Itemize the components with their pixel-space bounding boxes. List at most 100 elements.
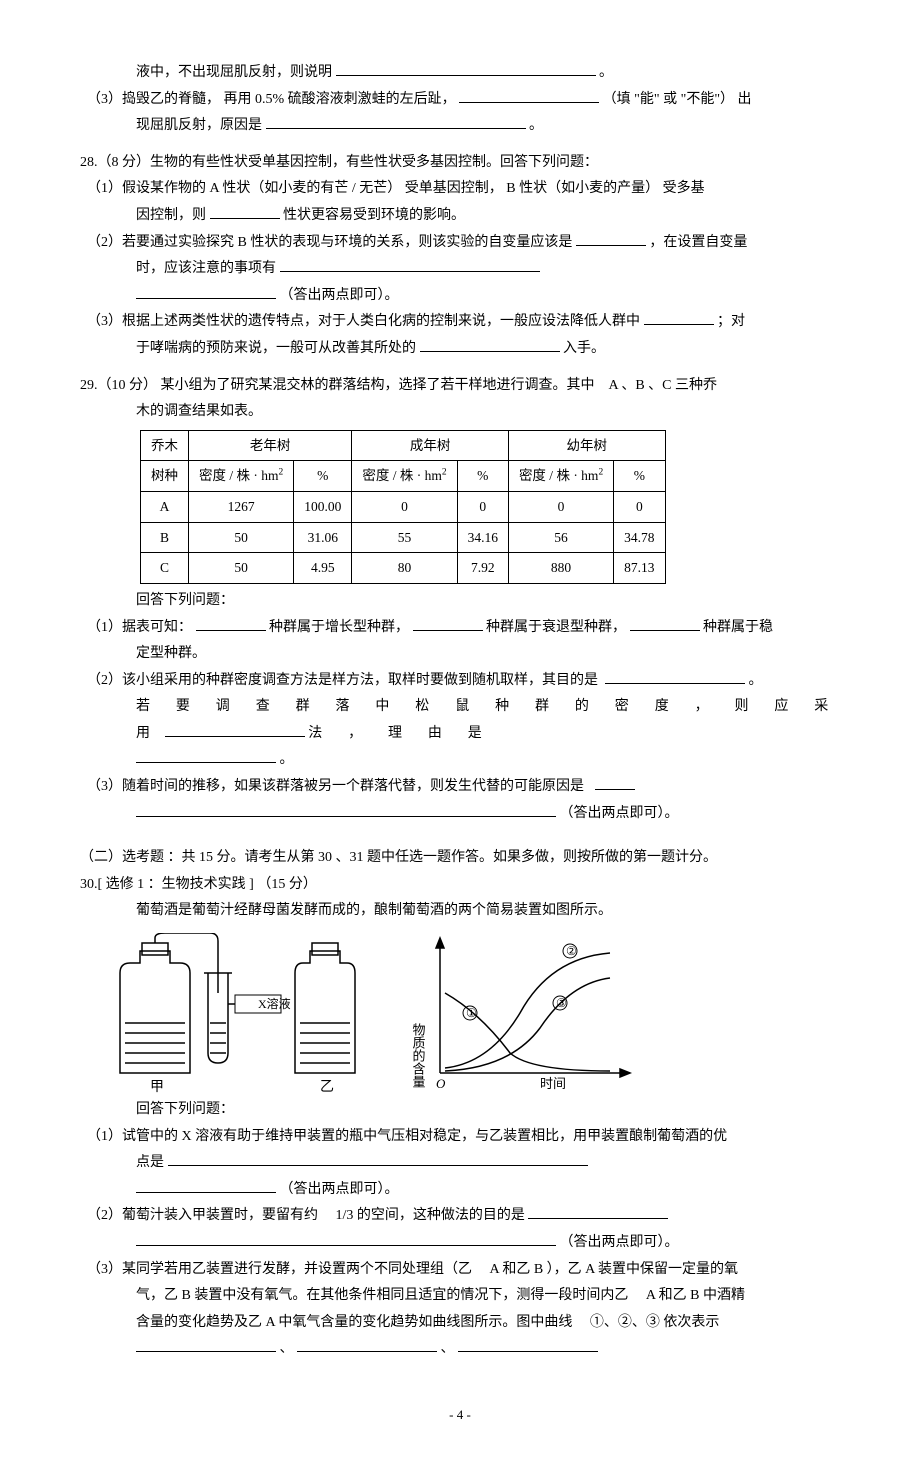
text: 性状更容易受到环境的影响。	[283, 208, 465, 223]
x-solution-label: X溶液	[258, 996, 291, 1011]
section2-title: （二）选考题 ：共 15 分。请考生从第 30 、31 题中任选一题作答。如果多…	[80, 845, 840, 872]
q29-table: 乔木 老年树 成年树 幼年树 树种 密度 / 株 · hm2 % 密度 / 株 …	[140, 430, 666, 584]
blank[interactable]	[459, 88, 599, 103]
blank[interactable]	[136, 802, 556, 817]
text: ；对	[717, 314, 745, 329]
th: %	[614, 461, 665, 492]
th: 密度 / 株 · hm2	[189, 461, 294, 492]
blank[interactable]	[136, 1178, 276, 1193]
y-axis-label: 物质的含量	[411, 1023, 426, 1088]
text: （3）根据上述两类性状的遗传特点，对于人类白化病的控制来说，一般应设法降低人群中	[87, 314, 640, 329]
q29-p1: （1）据表可知： 种群属于增长型种群， 种群属于衰退型种群， 种群属于稳	[80, 615, 840, 642]
q30-figures: X溶液 甲 乙 ① ②	[80, 933, 840, 1093]
th: %	[457, 461, 508, 492]
apparatus-diagram: X溶液 甲 乙	[100, 933, 360, 1093]
blank[interactable]	[576, 231, 646, 246]
q30-p1: （1）试管中的 X 溶液有助于维持甲装置的瓶中气压相对稳定，与乙装置相比，用甲装…	[80, 1124, 840, 1151]
text: 。	[280, 752, 294, 767]
q30-p2: （2）葡萄汁装入甲装置时，要留有约 1/3 的空间，这种做法的目的是	[80, 1203, 840, 1230]
text: （1）试管中的 X 溶液有助于维持甲装置的瓶中气压相对稳定，与乙装置相比，用甲装…	[87, 1129, 727, 1144]
curve-label-1: ①	[466, 1006, 477, 1020]
text: 时，应该注意的事项有	[136, 261, 276, 276]
blank[interactable]	[168, 1151, 588, 1166]
text: （答出两点即可）。	[560, 806, 679, 821]
table-row: C504.95807.9288087.13	[141, 553, 666, 584]
blank[interactable]	[136, 748, 276, 763]
blank[interactable]	[165, 722, 305, 737]
table-row: A1267100.000000	[141, 492, 666, 523]
blank[interactable]	[595, 775, 635, 790]
blank[interactable]	[280, 257, 540, 272]
q27-cont: 液中，不出现屈肌反射，则说明 。 （3）捣毁乙的脊髓， 再用 0.5% 硫酸溶液…	[80, 60, 840, 140]
blank[interactable]	[528, 1204, 668, 1219]
th: 老年树	[189, 430, 352, 461]
q28-p2-line2: 时，应该注意的事项有	[80, 256, 840, 283]
q29-p3-line2: （答出两点即可）。	[80, 801, 840, 828]
blank[interactable]	[196, 616, 266, 631]
blank[interactable]	[297, 1337, 437, 1352]
text: （2）葡萄汁装入甲装置时，要留有约 1/3 的空间，这种做法的目的是	[87, 1208, 525, 1223]
curve-label-3: ③	[556, 996, 567, 1010]
q28-p2-line3: （答出两点即可）。	[80, 283, 840, 310]
text: （答出两点即可）。	[280, 1182, 399, 1197]
q30-p2-line2: （答出两点即可）。	[80, 1230, 840, 1257]
th: %	[294, 461, 352, 492]
q30-p1-line3: （答出两点即可）。	[80, 1177, 840, 1204]
text: 因控制，则	[136, 208, 206, 223]
q30-p3-line3: 含量的变化趋势及乙 A 中氧气含量的变化趋势如曲线图所示。图中曲线 ①、②、③ …	[80, 1310, 840, 1337]
text: （3）捣毁乙的脊髓， 再用 0.5% 硫酸溶液刺激蛙的左后趾，	[87, 92, 456, 107]
q28-p3: （3）根据上述两类性状的遗传特点，对于人类白化病的控制来说，一般应设法降低人群中…	[80, 309, 840, 336]
yi-label: 乙	[320, 1079, 334, 1093]
q29-ans-label: 回答下列问题：	[80, 588, 840, 615]
text: 29.（10 分） 某小组为了研究某混交林的群落结构，选择了若干样地进行调查。其…	[80, 378, 595, 393]
q29: 29.（10 分） 某小组为了研究某混交林的群落结构，选择了若干样地进行调查。其…	[80, 373, 840, 828]
text: 法 ， 理 由 是	[308, 726, 493, 741]
text: （2）该小组采用的种群密度调查方法是样方法，取样时要做到随机取样，其目的是	[87, 673, 598, 688]
q30: 30.[ 选修 1 ：生物技术实践 ] （15 分） 葡萄酒是葡萄汁经酵母菌发酵…	[80, 872, 840, 1363]
th: 树种	[141, 461, 189, 492]
q27-p3-line2: 现屈肌反射，原因是 。	[80, 113, 840, 140]
text: 现屈肌反射，原因是	[136, 118, 262, 133]
blank[interactable]	[420, 337, 560, 352]
text: 种群属于增长型种群，	[269, 620, 409, 635]
text: A 、B 、C 三种乔	[609, 378, 718, 393]
curve-label-2: ②	[566, 944, 577, 958]
origin-label: O	[436, 1076, 446, 1091]
q29-p2-line2: 若 要 调 查 群 落 中 松 鼠 种 群 的 密 度 ， 则 应 采 用 法 …	[80, 694, 840, 747]
blank[interactable]	[630, 616, 700, 631]
blank[interactable]	[605, 669, 745, 684]
blank[interactable]	[210, 204, 280, 219]
th: 密度 / 株 · hm2	[508, 461, 613, 492]
blank[interactable]	[413, 616, 483, 631]
table-header-row: 乔木 老年树 成年树 幼年树	[141, 430, 666, 461]
curve-chart: ① ② ③ 物质的含量 O 时间	[400, 933, 640, 1093]
text: （2）若要通过实验探究 B 性状的表现与环境的关系，则该实验的自变量应该是	[87, 235, 572, 250]
text: 种群属于稳	[703, 620, 773, 635]
text: （3）随着时间的推移，如果该群落被另一个群落代替，则发生代替的可能原因是	[87, 779, 584, 794]
q29-p2-line3: 。	[80, 747, 840, 774]
blank[interactable]	[644, 310, 714, 325]
table-header-row2: 树种 密度 / 株 · hm2 % 密度 / 株 · hm2 % 密度 / 株 …	[141, 461, 666, 492]
q28-title: 28.（8 分）生物的有些性状受单基因控制，有些性状受多基因控制。回答下列问题：	[80, 150, 840, 177]
q30-ans-label: 回答下列问题：	[80, 1097, 840, 1124]
q30-intro: 葡萄酒是葡萄汁经酵母菌发酵而成的，酿制葡萄酒的两个简易装置如图所示。	[80, 898, 840, 925]
q28-p1: （1）假设某作物的 A 性状（如小麦的有芒 / 无芒） 受单基因控制， B 性状…	[80, 176, 840, 203]
q27-cont-line: 液中，不出现屈肌反射，则说明 。	[80, 60, 840, 87]
blank[interactable]	[136, 1231, 556, 1246]
blank[interactable]	[458, 1337, 598, 1352]
q29-p1-line2: 定型种群。	[80, 641, 840, 668]
page-footer: - 4 -	[80, 1403, 840, 1428]
blank[interactable]	[136, 284, 276, 299]
table-row: B5031.065534.165634.78	[141, 522, 666, 553]
q28-p2: （2）若要通过实验探究 B 性状的表现与环境的关系，则该实验的自变量应该是 ，在…	[80, 230, 840, 257]
q30-p3-line4: 、 、	[80, 1336, 840, 1363]
blank[interactable]	[336, 61, 596, 76]
q29-p2: （2）该小组采用的种群密度调查方法是样方法，取样时要做到随机取样，其目的是 。	[80, 668, 840, 695]
text: （1）假设某作物的 A 性状（如小麦的有芒 / 无芒） 受单基因控制， B 性状…	[87, 181, 705, 196]
blank[interactable]	[136, 1337, 276, 1352]
blank[interactable]	[266, 114, 526, 129]
text: （3）某同学若用乙装置进行发酵，并设置两个不同处理组（乙 A 和乙 B ），乙 …	[87, 1262, 738, 1277]
text: （答出两点即可）。	[560, 1235, 679, 1250]
text: 液中，不出现屈肌反射，则说明	[136, 65, 332, 80]
q27-p3: （3）捣毁乙的脊髓， 再用 0.5% 硫酸溶液刺激蛙的左后趾， （填 "能" 或…	[80, 87, 840, 114]
